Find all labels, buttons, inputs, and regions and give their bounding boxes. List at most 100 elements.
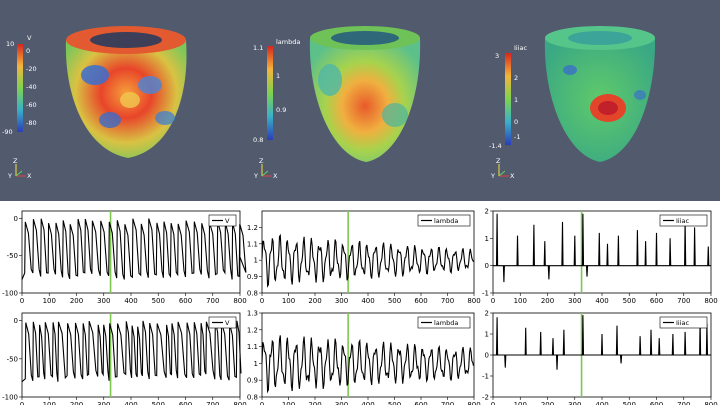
x-tick-label: 400: [595, 401, 608, 405]
series-line: [21, 218, 247, 280]
x-tick-label: 0: [260, 297, 264, 305]
y-tick-label: 2: [485, 208, 489, 216]
colorbar-tick: -1.4: [489, 142, 502, 150]
orientation-axes-icon: Z Y X: [490, 157, 515, 180]
colorbar-tick: 2: [514, 74, 518, 82]
x-tick-label: 100: [514, 401, 527, 405]
legend-label: Iiiac: [676, 319, 690, 327]
x-tick-label: 100: [282, 401, 295, 405]
x-tick-label: 600: [414, 297, 427, 305]
colorbar-iiiac: Iiiac 3 2 1 0 -1 -1.4: [489, 44, 528, 150]
x-tick-label: 500: [388, 401, 401, 405]
x-tick-label: 100: [282, 297, 295, 305]
x-tick-label: 700: [206, 297, 219, 305]
x-tick-label: 700: [441, 401, 454, 405]
y-tick-label: -100: [2, 290, 18, 298]
x-tick-label: 100: [43, 401, 56, 405]
y-tick-label: 0: [14, 317, 18, 325]
x-tick-label: 700: [677, 297, 690, 305]
y-tick-label: 0.9: [247, 273, 258, 281]
y-tick-label: 2: [485, 310, 489, 318]
x-tick-label: 400: [124, 297, 137, 305]
y-tick-label: 1.2: [247, 326, 258, 334]
x-tick-label: 600: [179, 297, 192, 305]
x-tick-label: 300: [568, 297, 581, 305]
x-tick-label: 500: [152, 401, 165, 405]
x-tick-label: 600: [414, 401, 427, 405]
colorbar-tick: 0.8: [253, 136, 263, 144]
heart-iiiac-render: [544, 26, 656, 162]
x-tick-label: 700: [441, 297, 454, 305]
y-tick-label: 0.8: [247, 394, 258, 402]
orientation-axes-icon: Z Y X: [7, 157, 32, 180]
x-tick-label: 800: [467, 297, 480, 305]
legend-box: [659, 316, 708, 329]
x-tick-label: 0: [491, 401, 495, 405]
y-tick-label: -2: [482, 394, 489, 402]
y-tick-label: 0.8: [247, 290, 258, 298]
colorbar-tick: 0: [514, 118, 518, 126]
render-scene: V 10 0 -20 -40 -60 -80 -90 lambda 1.1 1 …: [2, 26, 656, 180]
x-tick-label: 300: [568, 401, 581, 405]
y-tick-label: 1.1: [247, 240, 258, 248]
x-tick-label: 600: [650, 297, 663, 305]
colorbar-lambda: lambda 1.1 1 0.9 0.8: [253, 38, 300, 144]
colorbar-tick: -80: [26, 119, 37, 127]
x-tick-label: 400: [124, 401, 137, 405]
series-line: [493, 213, 711, 283]
x-tick-label: 200: [541, 297, 554, 305]
y-tick-label: 0.9: [247, 377, 258, 385]
y-tick-label: 1: [254, 360, 258, 368]
svg-text:X: X: [27, 172, 32, 180]
y-tick-label: 1: [485, 331, 489, 339]
legend-label: Iiiac: [676, 217, 690, 225]
svg-text:Y: Y: [490, 172, 495, 180]
colorbar-tick: 0: [26, 47, 30, 55]
3d-render-viewport[interactable]: V 10 0 -20 -40 -60 -80 -90 lambda 1.1 1 …: [0, 0, 720, 201]
x-tick-label: 800: [704, 297, 717, 305]
x-tick-label: 800: [704, 401, 717, 405]
y-tick-label: -100: [2, 394, 18, 402]
colorbar-tick: 0.9: [276, 106, 286, 114]
x-tick-label: 0: [260, 401, 264, 405]
colorbar-tick: -90: [2, 128, 13, 136]
x-tick-label: 100: [43, 297, 56, 305]
legend-label: lambda: [434, 217, 458, 225]
legend-label: V: [225, 319, 230, 327]
x-tick-label: 200: [308, 297, 321, 305]
x-tick-label: 300: [335, 401, 348, 405]
colorbar-title: lambda: [276, 38, 300, 46]
y-tick-label: -50: [7, 355, 18, 363]
colorbar-tick: 1.1: [253, 44, 263, 52]
series-line: [261, 335, 475, 394]
x-tick-label: 200: [70, 401, 83, 405]
colorbar-voltage: V 10 0 -20 -40 -60 -80 -90: [2, 34, 37, 136]
colorbar-title: Iiiac: [514, 44, 528, 52]
x-tick-label: 600: [650, 401, 663, 405]
y-tick-label: -1: [482, 373, 489, 381]
y-tick-label: -50: [7, 252, 18, 260]
time-series-plots: 0 -50 -100 0 100 200 300 400 500 600 700 800 V 1.2 1.1…: [0, 201, 720, 405]
x-tick-label: 800: [467, 401, 480, 405]
y-tick-label: 1.2: [247, 224, 258, 232]
colorbar-tick: -40: [26, 83, 37, 91]
y-tick-label: 0: [485, 262, 489, 270]
colorbar-tick: 1: [276, 72, 280, 80]
colorbar-tick: -60: [26, 101, 37, 109]
svg-text:Y: Y: [253, 172, 258, 180]
y-tick-label: 0: [485, 352, 489, 360]
svg-text:Z: Z: [496, 157, 501, 165]
x-tick-label: 0: [20, 297, 24, 305]
colorbar-tick: 10: [6, 40, 14, 48]
legend-box: [659, 214, 708, 227]
x-tick-label: 500: [152, 297, 165, 305]
x-tick-label: 300: [335, 297, 348, 305]
x-tick-label: 0: [20, 401, 24, 405]
x-tick-label: 800: [233, 401, 246, 405]
x-tick-label: 700: [206, 401, 219, 405]
x-tick-label: 0: [491, 297, 495, 305]
plot-frame: [21, 210, 241, 294]
x-tick-label: 700: [677, 401, 690, 405]
svg-text:Z: Z: [13, 157, 18, 165]
